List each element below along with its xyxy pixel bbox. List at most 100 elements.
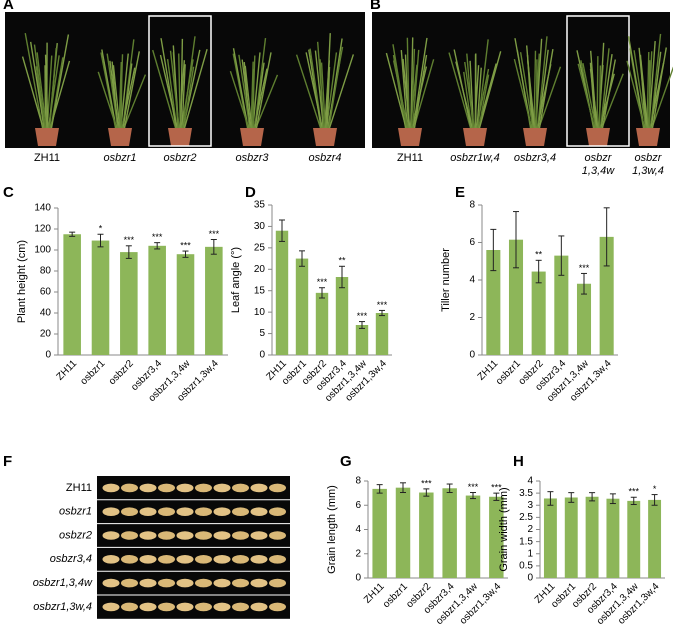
grain-row-label: osbzr1 [59,506,92,518]
pot [523,128,547,146]
leaf [159,54,178,129]
significance: *** [209,229,220,239]
leaf [651,47,667,129]
y-tick-label: 0.5 [519,561,533,572]
photo-label: osbzr1 [103,152,136,164]
y-tick-label: 1 [527,548,533,559]
leaf [255,74,279,129]
leaf [513,58,533,129]
grain [139,602,157,612]
leaf [122,63,133,129]
bar [554,255,569,355]
leaf [326,66,331,129]
y-tick-label: 4 [355,524,361,535]
y-tick-label: 8 [355,476,361,487]
leaf [633,50,647,129]
leaf [596,56,599,129]
bar [295,258,309,355]
leaf [327,38,343,129]
leaf [464,61,475,129]
grain [158,555,175,564]
y-tick-label: 35 [254,200,266,211]
significance: *** [357,311,368,321]
leaf [152,49,177,129]
highlight-frame [148,15,212,147]
leaf [50,34,70,129]
y-tick-label: 3 [527,500,533,511]
significance: *** [421,478,432,488]
grain [250,507,268,516]
grain-row-label: ZH11 [66,482,92,494]
grain [213,602,231,612]
grain [176,555,194,564]
bar [372,488,387,578]
significance: * [99,224,103,234]
leaf [109,60,120,129]
y-tick-label: 2 [469,312,475,323]
grain [121,578,138,588]
grain [250,483,268,493]
leaf [410,48,416,129]
leaf [640,59,649,129]
bar [355,325,369,355]
leaf [178,53,181,129]
leaf [413,59,435,129]
leaf [24,32,44,129]
grain [269,531,286,540]
x-tick-label: osbzr1 [78,358,107,387]
grain [232,483,249,493]
y-tick-label: 4 [527,476,533,487]
leaf [183,48,208,129]
grain [195,602,212,612]
leaf [537,49,549,129]
photo-label: osbzr3 [235,152,269,164]
grain [176,507,194,516]
significance: ** [535,250,543,260]
grain [250,531,268,540]
grain [213,555,231,564]
y-axis-label: Leaf angle (°) [230,247,242,313]
grain [102,602,120,612]
photo-label: osbzr [635,152,663,164]
leaf [238,54,251,129]
leaf [44,54,49,129]
leaf [305,52,323,129]
significance: *** [491,483,502,493]
leaf [519,52,534,129]
leaf [244,65,253,129]
grain [250,555,268,564]
leaf [646,51,650,129]
photo-label: osbzr3,4 [514,152,556,164]
y-tick-label: 80 [40,266,52,277]
bar [508,239,524,355]
y-tick-label: 20 [40,329,52,340]
significance: *** [317,277,328,287]
grain [195,555,212,564]
y-tick-label: 2.5 [519,512,533,523]
y-tick-label: 100 [34,245,51,256]
panel-letter: A [3,0,14,13]
leaf [320,62,326,129]
panel-letter: E [455,184,465,201]
y-axis-label: Tiller number [440,248,452,312]
grain [250,578,268,588]
grain-row-label: osbzr2 [59,529,92,541]
grain [195,578,212,588]
significance: * [653,484,657,494]
y-tick-label: 30 [254,221,266,232]
pot [586,128,610,146]
bar [489,496,504,578]
y-axis-label: Plant height (cm) [16,240,28,323]
grain-row-label: osbzr3,4 [50,553,92,565]
leaf [250,61,254,129]
leaf [123,74,147,129]
leaf [600,48,610,129]
grain [250,602,268,612]
significance: *** [377,300,388,310]
leaf [106,53,119,129]
leaf [478,74,490,129]
leaf [254,37,267,129]
grain [158,602,175,612]
bar [599,236,614,355]
grain [139,531,157,540]
